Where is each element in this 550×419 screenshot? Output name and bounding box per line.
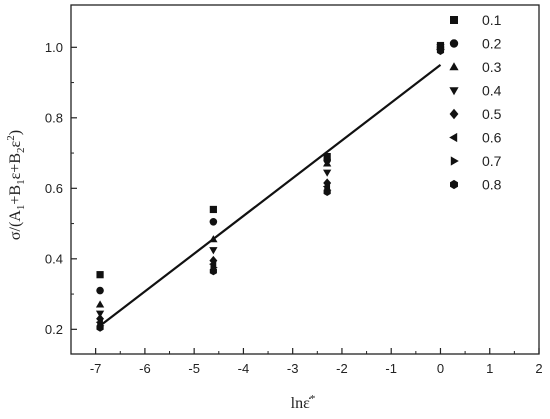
x-tick-label: 2 — [535, 361, 542, 376]
y-axis: 0.2 0.4 0.6 0.8 1.0 — [45, 40, 77, 337]
y-tick-label: 0.8 — [45, 110, 63, 125]
point-series-0.8-2 — [323, 187, 331, 196]
legend-marker-0.2 — [449, 39, 459, 48]
legend: 0.1 0.2 0.3 0.4 0.5 0.6 0.7 0.8 — [449, 12, 502, 193]
x-tick-label: 1 — [486, 361, 493, 376]
point-series-0.3-0 — [95, 300, 105, 308]
legend-label: 0.5 — [482, 106, 502, 122]
point-series-0.2-1 — [209, 218, 218, 226]
legend-marker-0.3 — [449, 62, 459, 71]
x-tick-label: -1 — [385, 361, 397, 376]
point-series-0.8-3 — [436, 46, 445, 55]
x-tick-label: -7 — [90, 361, 102, 376]
x-tick-label: -2 — [336, 361, 348, 376]
legend-marker-0.8 — [450, 179, 458, 190]
point-series-0.3-1 — [209, 235, 218, 243]
legend-label: 0.8 — [482, 177, 502, 193]
legend-marker-0.6 — [449, 132, 458, 143]
legend-label: 0.2 — [482, 36, 502, 52]
point-series-0.4-2 — [323, 169, 332, 177]
point-series-0.1-1 — [209, 205, 217, 214]
legend-label: 0.1 — [482, 12, 502, 28]
x-tick-label: -6 — [139, 361, 151, 376]
legend-marker-0.4 — [449, 87, 459, 96]
legend-label: 0.3 — [482, 59, 502, 75]
point-series-0.5-2 — [323, 178, 332, 188]
y-tick-label: 0.4 — [45, 251, 63, 266]
y-tick-label: 0.2 — [45, 322, 63, 337]
legend-marker-0.1 — [450, 16, 458, 24]
data-points — [95, 41, 445, 332]
x-tick-label: -4 — [238, 361, 250, 376]
y-tick-label: 1.0 — [45, 40, 63, 55]
point-series-0.4-1 — [209, 247, 218, 255]
legend-label: 0.4 — [482, 83, 502, 99]
plot-frame — [70, 4, 540, 355]
legend-marker-0.5 — [449, 108, 459, 120]
point-series-0.3-2 — [323, 159, 332, 167]
point-series-0.1-0 — [96, 271, 104, 279]
point-series-0.8-0 — [96, 323, 104, 332]
legend-label: 0.6 — [482, 130, 502, 146]
point-series-0.8-1 — [209, 267, 217, 276]
x-axis: -7 -6 -5 -4 -3 -2 -1 0 1 2 — [90, 348, 543, 376]
legend-label: 0.7 — [482, 153, 502, 169]
x-tick-label: -3 — [287, 361, 299, 376]
x-tick-label: 0 — [437, 361, 444, 376]
y-axis-title: σ/(A1+B1ε+B2ε2) — [5, 130, 27, 240]
fit-line — [99, 64, 442, 327]
x-tick-label: -5 — [188, 361, 200, 376]
legend-marker-0.7 — [450, 156, 459, 166]
y-tick-label: 0.6 — [45, 181, 63, 196]
point-series-0.2-0 — [96, 286, 104, 295]
x-axis-title: lnε̇* — [291, 393, 316, 412]
fit-line-group — [99, 64, 442, 327]
